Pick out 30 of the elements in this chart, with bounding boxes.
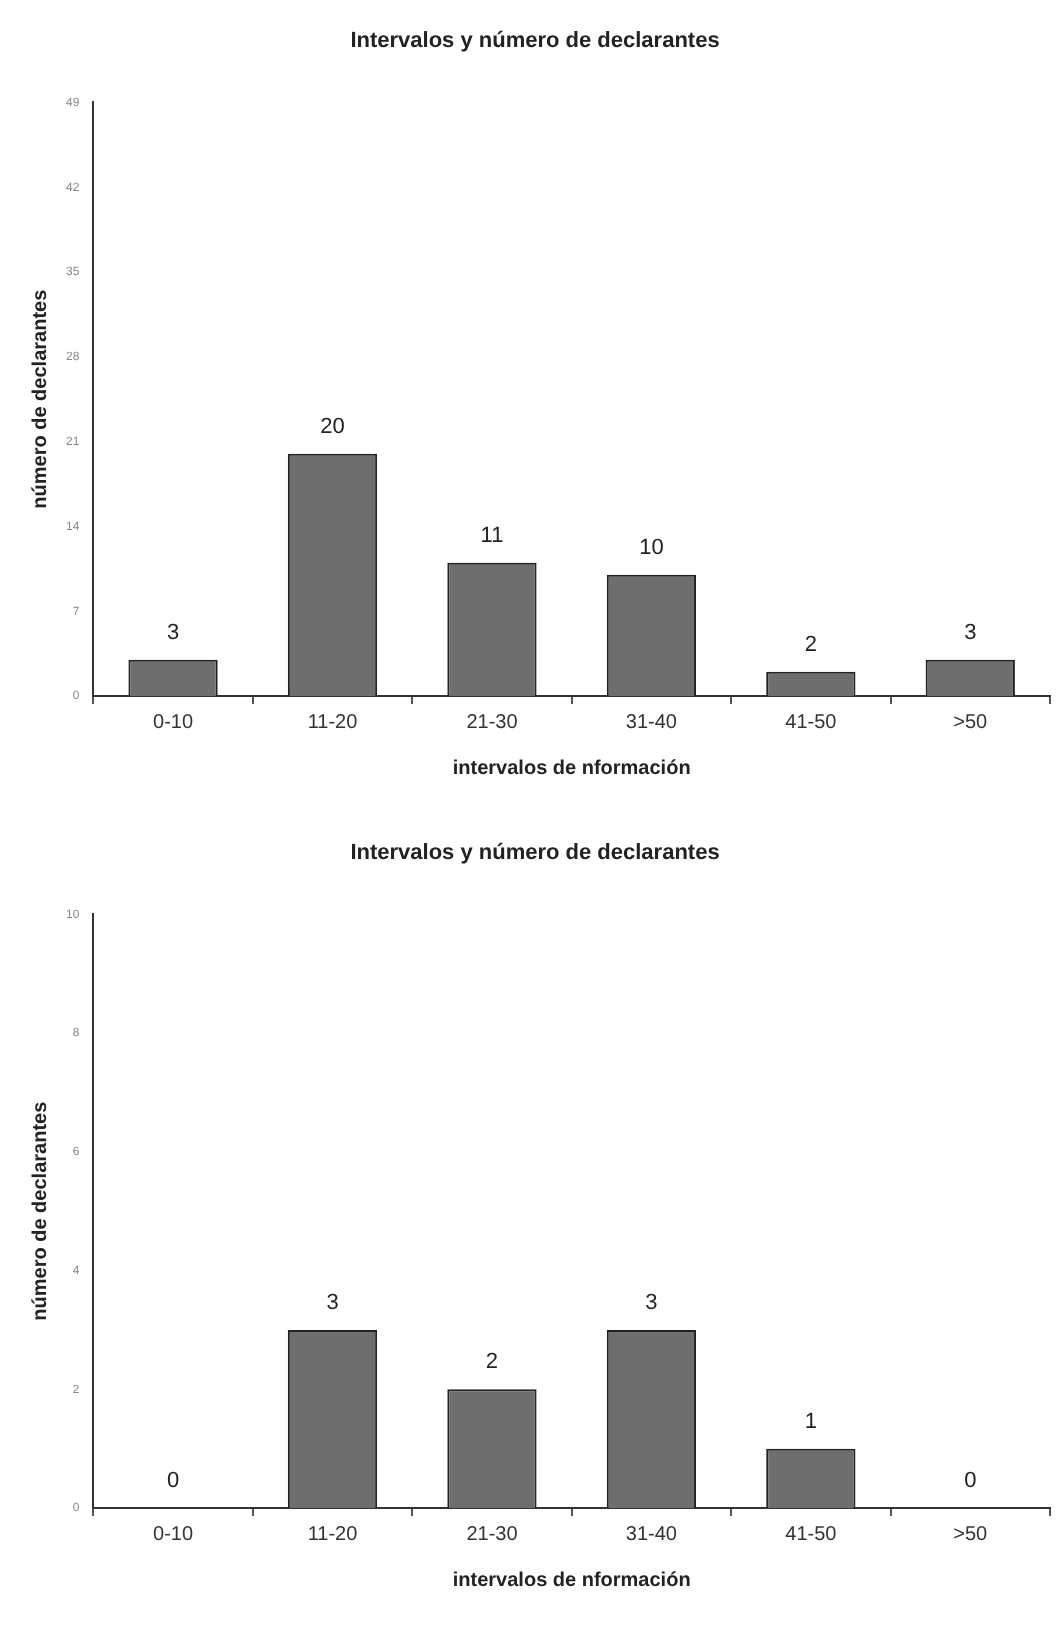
x-tick-label: 11-20 [307, 1523, 359, 1546]
x-tick-label: >50 [953, 1523, 989, 1546]
data-label: 1 [804, 1409, 817, 1434]
x-tick-label: 21-30 [466, 711, 519, 734]
data-label: 3 [326, 1290, 339, 1315]
y-axis-title: número de declarantes [29, 1100, 52, 1321]
x-tick-label: 31-40 [625, 1523, 678, 1546]
y-axis-title: número de declarantes [29, 288, 52, 509]
x-axis-title: intervalos de nformación [452, 757, 691, 780]
data-label: 20 [320, 414, 345, 439]
data-label: 0 [964, 1469, 977, 1494]
data-label: 2 [485, 1350, 499, 1375]
x-tick-label: 21-30 [466, 1523, 519, 1546]
x-tick-label: 0-10 [153, 1523, 194, 1546]
data-label: 2 [804, 632, 817, 657]
data-label: 3 [166, 620, 180, 645]
x-tick-label: 11-20 [307, 711, 359, 734]
data-label: 10 [639, 535, 664, 560]
chart-title: Intervalos y número de declarantes [350, 841, 720, 866]
data-label: 11 [480, 523, 504, 548]
x-tick-label: 41-50 [785, 711, 838, 734]
x-tick-label: 0-10 [153, 711, 194, 734]
x-tick-label: 41-50 [785, 1523, 838, 1546]
data-label: 0 [166, 1469, 180, 1494]
data-label: 3 [645, 1290, 658, 1315]
x-axis-title: intervalos de nformación [452, 1569, 691, 1592]
x-tick-label: >50 [953, 711, 989, 734]
x-tick-label: 31-40 [625, 711, 678, 734]
data-label: 3 [964, 620, 977, 645]
chart-title: Intervalos y número de declarantes [350, 29, 720, 54]
